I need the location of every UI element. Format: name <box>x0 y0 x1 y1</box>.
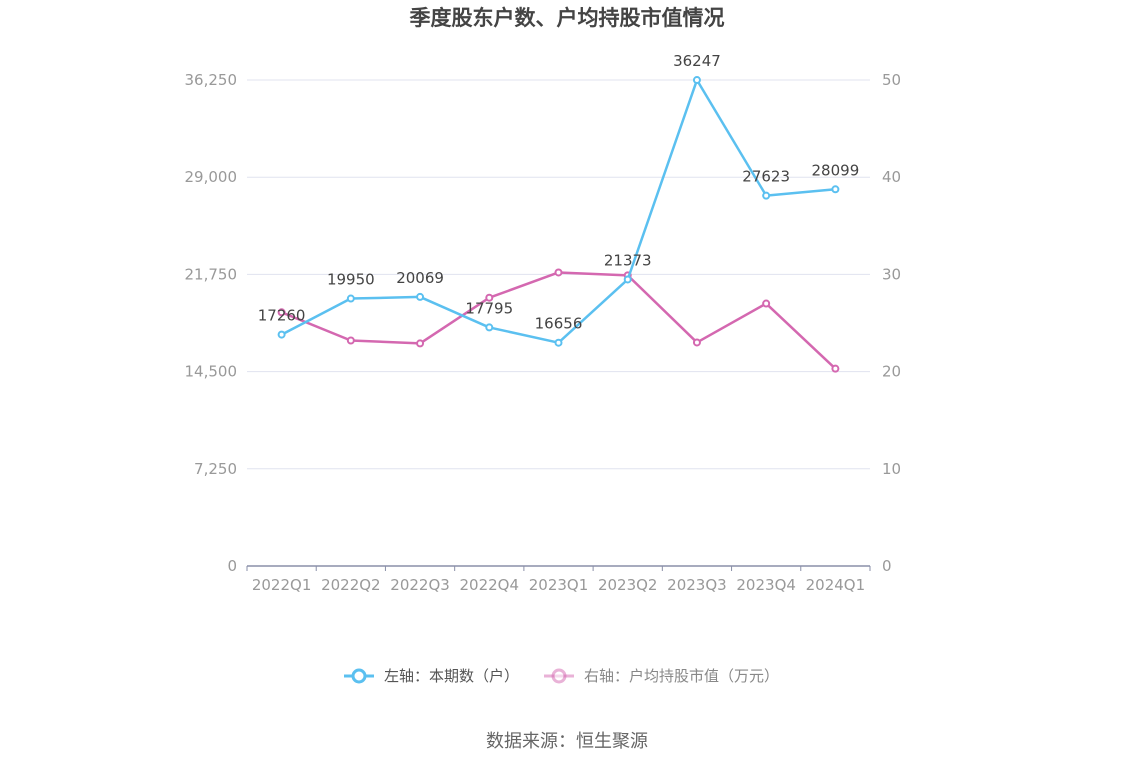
series-point-left <box>831 185 840 194</box>
legend: 左轴：本期数（户） 右轴：户均持股市值（万元） <box>344 667 779 685</box>
data-label: 36247 <box>673 52 721 70</box>
x-tick-label: 2022Q4 <box>460 576 520 594</box>
x-tick-label: 2022Q1 <box>252 576 312 594</box>
left-axis: 0 7,250 14,500 21,750 29,000 36,250 <box>185 71 238 575</box>
right-tick-label: 40 <box>882 168 901 186</box>
x-tick-label: 2023Q2 <box>598 576 658 594</box>
data-label: 17260 <box>258 307 306 325</box>
source-note: 数据来源：恒生聚源 <box>486 731 648 752</box>
left-tick-label: 29,000 <box>185 168 238 186</box>
legend-marker-right <box>551 668 567 684</box>
right-tick-label: 10 <box>882 460 901 478</box>
x-tick-label: 2023Q4 <box>736 576 796 594</box>
series-point-right <box>346 336 355 345</box>
series-point-left <box>554 338 563 347</box>
data-label: 21373 <box>604 251 652 269</box>
series-point-left <box>762 191 771 200</box>
legend-item-left[interactable]: 左轴：本期数（户） <box>344 667 519 685</box>
right-axis: 0 10 20 30 40 50 <box>882 71 901 575</box>
series-line-left <box>281 78 836 344</box>
x-tick-label: 2023Q1 <box>529 576 589 594</box>
legend-label-left: 左轴：本期数（户） <box>384 667 519 685</box>
data-label: 19950 <box>327 271 375 289</box>
series-point-right <box>554 268 563 277</box>
legend-label-right: 右轴：户均持股市值（万元） <box>584 667 779 685</box>
x-tick-label: 2024Q1 <box>806 576 866 594</box>
series-point-right <box>277 308 286 317</box>
series-point-left <box>277 330 286 339</box>
chart-title: 季度股东户数、户均持股市值情况 <box>410 6 725 30</box>
right-tick-label: 30 <box>882 265 901 283</box>
data-label: 17795 <box>465 299 513 317</box>
series-point-left <box>346 294 355 303</box>
data-label: 16656 <box>535 315 583 333</box>
series-point-right <box>485 293 494 302</box>
legend-item-right[interactable]: 右轴：户均持股市值（万元） <box>544 667 779 685</box>
left-tick-label: 14,500 <box>185 363 238 381</box>
data-labels: 17260 19950 20069 17795 16656 21373 36247 27623… <box>258 52 859 333</box>
series-layer <box>277 76 840 373</box>
series-point-left <box>485 323 494 332</box>
data-label: 28099 <box>812 161 860 179</box>
x-tick-label: 2023Q3 <box>667 576 727 594</box>
series-point-left <box>623 275 632 284</box>
x-tick-label: 2022Q3 <box>390 576 450 594</box>
x-tick-label: 2022Q2 <box>321 576 381 594</box>
series-point-left <box>692 76 701 85</box>
left-tick-label: 36,250 <box>185 71 238 89</box>
data-label: 27623 <box>742 168 790 186</box>
right-tick-label: 50 <box>882 71 901 89</box>
left-tick-label: 21,750 <box>185 265 238 283</box>
left-tick-label: 7,250 <box>194 460 237 478</box>
right-tick-label: 20 <box>882 363 901 381</box>
data-label: 20069 <box>396 269 444 287</box>
series-point-left <box>416 292 425 301</box>
right-tick-label: 0 <box>882 557 892 575</box>
series-point-right <box>692 338 701 347</box>
legend-marker-left <box>351 668 367 684</box>
series-point-right <box>831 364 840 373</box>
series-point-right <box>416 339 425 348</box>
x-axis: 2022Q1 2022Q2 2022Q3 2022Q4 2023Q1 2023Q2 2023… <box>246 566 871 594</box>
series-point-right <box>762 299 771 308</box>
left-tick-label: 0 <box>227 557 237 575</box>
